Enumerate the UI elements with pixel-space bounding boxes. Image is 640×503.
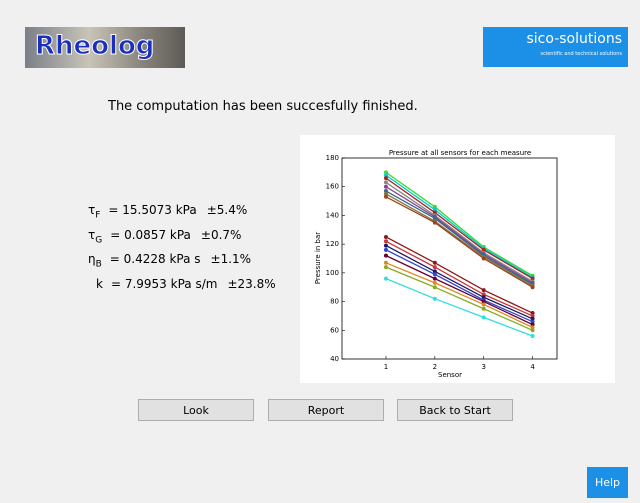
x-tick-label: 1 [384,363,388,371]
data-point [482,307,486,311]
data-point [384,195,388,199]
series-line [386,250,533,322]
y-tick-label: 180 [326,154,339,162]
page: Rheolog sico-solutions scientific and tec… [0,0,640,503]
data-point [433,221,437,225]
parameter: k = 7.9953 kPa s/m ±23.8% [88,277,276,291]
logo-text: Rheolog [35,31,154,61]
data-point [433,297,437,301]
data-point [482,288,486,292]
data-point [384,239,388,243]
data-point [433,277,437,281]
logo: Rheolog [25,27,185,68]
data-point [384,265,388,269]
data-point [482,257,486,261]
parameter-error: ±0.7% [201,228,242,242]
series-line [386,197,533,287]
parameter-value: = 0.4228 kPa s [110,252,201,266]
data-point [384,176,388,180]
parameter-value: = 7.9953 kPa s/m [111,277,217,291]
data-point [384,235,388,239]
y-tick-label: 60 [330,326,339,334]
x-axis-label: Sensor [438,371,462,379]
parameter-symbol: η [88,252,96,266]
button[interactable]: Back to Start [397,399,513,421]
data-point [531,334,535,338]
chart-title: Pressure at all sensors for each measure [389,149,531,157]
brand-tagline: scientific and technical solutions [540,51,622,57]
parameter-subscript: G [95,235,102,245]
message: The computation has been succesfully fin… [108,99,418,114]
y-tick-label: 140 [326,211,339,219]
data-point [433,265,437,269]
x-tick-label: 4 [530,363,535,371]
brand: sico-solutions scientific and technical s… [483,27,628,67]
data-point [384,244,388,248]
parameter-error: ±5.4% [207,203,248,217]
parameter-subscript: B [96,259,102,269]
parameter-symbol: k [96,277,103,291]
parameter: ηB = 0.4228 kPa s ±1.1% [88,252,251,269]
series-line [386,241,533,316]
data-point [384,248,388,252]
brand-name: sico-solutions [527,31,623,47]
parameter-subscript: F [95,210,100,220]
parameter: τF= 15.5073 kPa±5.4% [88,203,247,220]
y-tick-label: 80 [330,298,339,306]
plot-area [342,158,557,359]
chart: Pressure at all sensors for each measure… [300,135,615,383]
parameter-value: = 0.0857 kPa [110,228,191,242]
y-tick-label: 40 [330,355,339,363]
y-tick-label: 160 [326,183,339,191]
parameter-value: = 15.5073 kPa [108,203,196,217]
y-tick-label: 120 [326,240,339,248]
data-point [433,272,437,276]
button[interactable]: Report [268,399,384,421]
data-point [384,180,388,184]
data-point [531,285,535,289]
data-point [384,261,388,265]
data-point [482,302,486,306]
parameter-error: ±23.8% [227,277,275,291]
help-button[interactable]: Help [587,467,628,498]
data-point [384,277,388,281]
data-point [531,328,535,332]
data-point [384,185,388,189]
data-point [384,254,388,258]
y-tick-label: 100 [326,269,339,277]
data-point [433,285,437,289]
y-axis-label: Pressure in bar [314,232,322,284]
parameter-error: ±1.1% [211,252,252,266]
data-point [482,315,486,319]
x-tick-label: 3 [481,363,485,371]
parameter: τG= 0.0857 kPa±0.7% [88,228,241,245]
data-point [433,281,437,285]
button[interactable]: Look [138,399,254,421]
x-tick-label: 2 [433,363,437,371]
data-point [433,261,437,265]
